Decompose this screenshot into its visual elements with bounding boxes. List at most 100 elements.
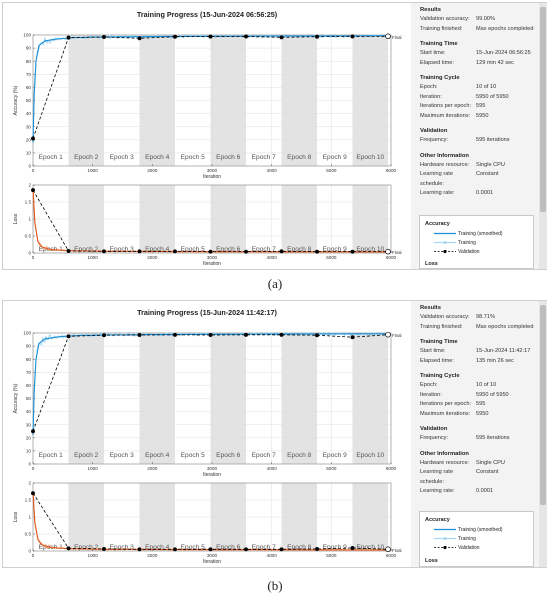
- info-row: Iteration: 5950 of 5950: [420, 93, 536, 103]
- y-tick-label: 10: [26, 151, 32, 156]
- validation-point: [350, 249, 355, 254]
- results-heading: Results: [420, 305, 441, 311]
- info-value: 5950: [476, 112, 489, 119]
- validation-point: [350, 335, 355, 340]
- x-tick-label: 4000: [267, 255, 278, 260]
- validation-line: [32, 334, 389, 432]
- x-tick-label: 2000: [147, 553, 158, 558]
- info-value: 5950 of 5950: [476, 391, 509, 398]
- x-tick-label: 5000: [326, 255, 337, 260]
- y-axis-label: Accuracy (%): [13, 383, 19, 413]
- info-row: Iteration: 5950 of 5950: [420, 391, 536, 401]
- info-row: Start time: 15-Jun-2024 11:42:17: [420, 347, 536, 357]
- info-key: Learning rate:: [420, 488, 455, 494]
- x-tick-label: 3000: [207, 168, 218, 173]
- results-rows: Validation accuracy: 99.00% Training finis…: [420, 15, 536, 34]
- training-cycle-heading: Training Cycle: [420, 373, 460, 379]
- info-row: Validation accuracy: 99.00%: [420, 15, 536, 25]
- y-tick-label: 0.5: [25, 532, 32, 537]
- info-value: 595: [476, 103, 486, 109]
- y-tick-label: 40: [26, 409, 32, 414]
- epoch-label: Epoch 4: [145, 246, 170, 253]
- validation-point: [350, 34, 355, 39]
- info-row: Hardware resource: Single CPU: [420, 459, 536, 469]
- x-tick-label: 0: [32, 553, 35, 558]
- validation-point: [385, 33, 391, 40]
- scrollbar-a[interactable]: [539, 3, 547, 269]
- y-tick-label: 30: [26, 422, 32, 427]
- final-label: Final: [392, 250, 402, 255]
- loss-chart: Epoch 1 Epoch 2 Epoch 3 Epoch 4 Epoch 5 Epoch…: [13, 481, 402, 565]
- epoch-label: Epoch 3: [110, 154, 135, 161]
- other-info-heading: Other Information: [420, 152, 469, 159]
- info-key: Elapsed time:: [420, 357, 454, 364]
- y-tick-label: 90: [26, 344, 32, 349]
- plot-title-a: Training Progress (15-Jun-2024 06:56:25): [136, 10, 278, 19]
- validation-line: [32, 35, 389, 139]
- x-tick-label: 1000: [88, 255, 99, 260]
- validation-rows: Frequency: 595 iterations: [420, 434, 536, 444]
- info-key: Training finished:: [420, 323, 463, 330]
- info-key: Iteration:: [420, 93, 442, 100]
- other-info-heading: Other Information: [420, 450, 469, 457]
- validation-point: [173, 249, 177, 254]
- info-key: Validation accuracy:: [420, 16, 470, 22]
- info-value: 15-Jun-2024 11:42:17: [476, 348, 531, 354]
- y-tick-label: 40: [26, 111, 32, 116]
- info-row: Start time: 15-Jun-2024 06:56:25: [420, 49, 536, 59]
- legend-a: Accuracy Training (smoothed) Training Va…: [419, 215, 534, 269]
- epoch-label: Epoch 8: [287, 246, 312, 253]
- epoch-label: Epoch 2: [74, 246, 99, 253]
- info-value: 5950 of 5950: [476, 93, 509, 100]
- info-value: 595 iterations: [476, 435, 510, 441]
- epoch-label: Epoch 7: [252, 246, 277, 253]
- info-row: Elapsed time: 135 min 26 sec: [420, 357, 536, 367]
- validation-point: [102, 249, 106, 254]
- plot-title-b: Training Progress (15-Jun-2024 11:42:17): [137, 308, 277, 317]
- x-tick-label: 4000: [267, 168, 278, 173]
- validation-point: [385, 248, 391, 255]
- scroll-thumb-b[interactable]: [540, 305, 546, 505]
- validation-point: [208, 333, 213, 337]
- validation-heading: Validation: [420, 426, 448, 432]
- x-tick-label: 5000: [326, 168, 337, 173]
- x-tick-label: 2000: [147, 466, 158, 471]
- info-row: Learning rate: 0.0001: [420, 189, 536, 199]
- info-row: Iterations per epoch: 595: [420, 400, 536, 410]
- info-key: Maximum iterations:: [420, 112, 471, 119]
- info-key: Hardware resource:: [420, 161, 470, 168]
- plot-area-a: Training Progress (15-Jun-2024 06:56:25)…: [3, 3, 411, 269]
- scrollbar-b[interactable]: [539, 301, 547, 567]
- legend-item-smoothed: Training (smoothed): [458, 231, 503, 237]
- training-time-heading: Training Time: [420, 41, 458, 47]
- epoch-label: Epoch 10: [356, 246, 384, 253]
- y-tick-label: 70: [26, 72, 32, 77]
- legend-loss-title: Loss: [425, 261, 438, 267]
- info-row: Training finished: Max epochs completed: [420, 25, 536, 35]
- y-tick-label: 20: [26, 137, 32, 142]
- validation-point: [315, 333, 319, 338]
- y-tick-label: 50: [26, 98, 32, 103]
- epoch-label: Epoch 6: [216, 544, 241, 551]
- validation-point: [315, 547, 319, 551]
- scroll-thumb-a[interactable]: [540, 7, 546, 212]
- epoch-label: Epoch 6: [216, 154, 241, 161]
- epoch-label: Epoch 3: [110, 544, 135, 551]
- info-value: 98.71%: [476, 314, 495, 320]
- legend-item-training: Training: [458, 240, 476, 246]
- training-cycle-rows: Epoch: 10 of 10 Iteration: 5950 of 5950 Iter…: [420, 83, 536, 121]
- validation-heading: Validation: [420, 128, 448, 134]
- validation-rows: Frequency: 595 iterations: [420, 136, 536, 146]
- y-tick-label: 0: [28, 251, 31, 256]
- validation-point: [315, 34, 319, 39]
- info-value: 5950: [476, 410, 489, 417]
- x-tick-label: 1000: [88, 553, 99, 558]
- other-info-rows: Hardware resource: Single CPU Learning rat…: [420, 459, 536, 497]
- legend-loss-title: Loss: [425, 558, 438, 564]
- info-row: Maximum iterations: 5950: [420, 410, 536, 420]
- validation-point: [137, 36, 142, 41]
- final-label: Final: [392, 35, 402, 40]
- results-heading: Results: [420, 7, 441, 13]
- info-key: Iterations per epoch:: [420, 103, 471, 109]
- validation-point: [385, 546, 391, 553]
